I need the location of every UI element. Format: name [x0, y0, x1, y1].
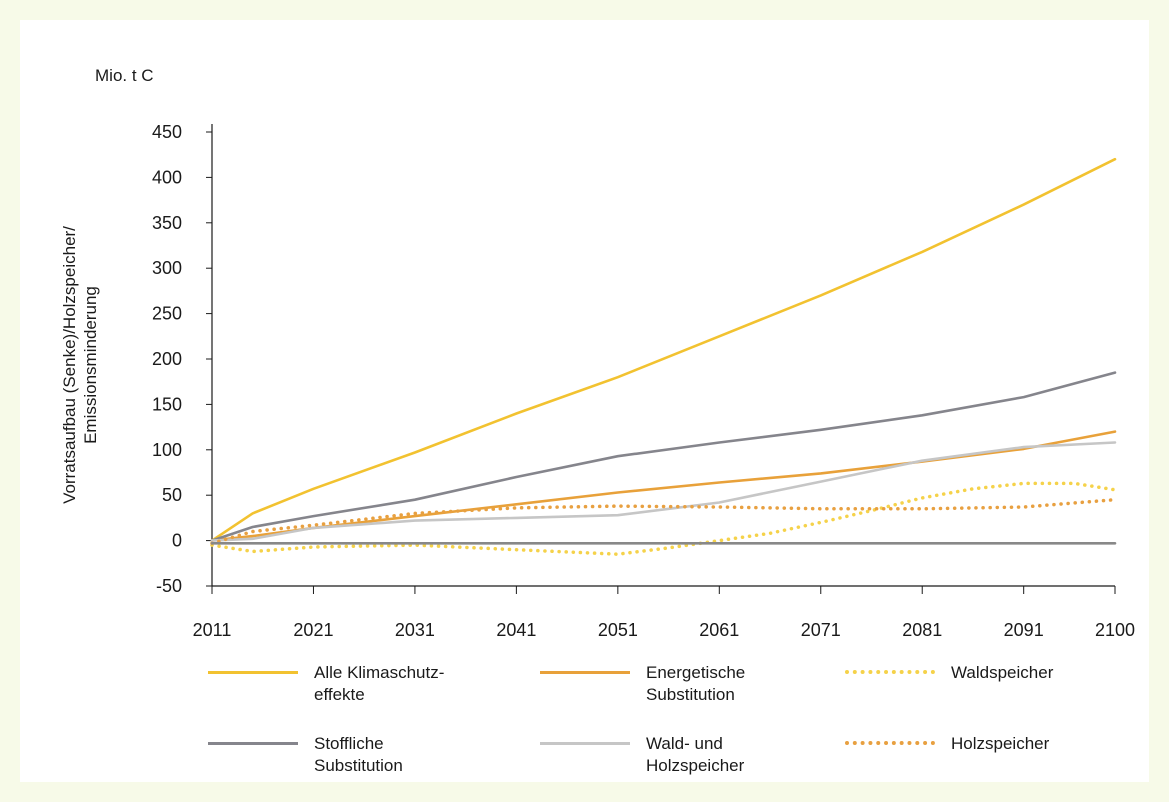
x-tick-label: 2091 — [1004, 620, 1044, 640]
legend-label: Alle Klimaschutz- effekte — [314, 663, 445, 704]
legend-swatch — [845, 662, 935, 684]
y-tick-label: 150 — [152, 394, 182, 414]
y-tick-label: 200 — [152, 349, 182, 369]
y-unit-label: Mio. t C — [95, 66, 154, 85]
x-tick-label: 2031 — [395, 620, 435, 640]
legend-item-alle-klimaschutzeffekte: Alle Klimaschutz- effekte — [208, 662, 464, 706]
legend-swatch — [208, 733, 298, 755]
x-tick-label: 2011 — [193, 620, 232, 640]
legend-swatch — [208, 662, 298, 684]
y-tick-label: 100 — [152, 440, 182, 460]
y-tick-label: 250 — [152, 304, 182, 324]
y-tick-label: 450 — [152, 122, 182, 142]
chart-panel — [20, 20, 1149, 782]
series-line-stoffliche-substitution — [210, 371, 1117, 542]
legend-item-holzspeicher: Holzspeicher — [845, 733, 1101, 755]
legend-label: Stoffliche Substitution — [314, 734, 403, 775]
series-line-wald-und-holzspeicher — [210, 441, 1117, 542]
x-tick-label: 2100 — [1095, 620, 1135, 640]
legend-label: Holzspeicher — [951, 734, 1050, 753]
legend-item-waldspeicher: Waldspeicher — [845, 662, 1101, 684]
x-tick-label: 2081 — [902, 620, 942, 640]
legend-item-wald-und-holzspeicher: Wald- und Holzspeicher — [540, 733, 796, 777]
legend-item-stoffliche-substitution: Stoffliche Substitution — [208, 733, 464, 777]
y-tick-label: 350 — [152, 213, 182, 233]
legend-item-energetische-substitution: Energetische Substitution — [540, 662, 796, 706]
x-tick-label: 2071 — [801, 620, 841, 640]
legend-label: Waldspeicher — [951, 663, 1054, 682]
x-tick-label: 2041 — [496, 620, 536, 640]
series-line-waldspeicher — [210, 481, 1117, 556]
legend-swatch — [540, 733, 630, 755]
series-line-alle-klimaschutz-effekte — [210, 157, 1117, 542]
y-tick-label: 400 — [152, 167, 182, 187]
y-tick-label: 300 — [152, 258, 182, 278]
x-tick-label: 2021 — [293, 620, 333, 640]
legend-swatch — [540, 662, 630, 684]
legend-swatch — [845, 733, 935, 755]
y-tick-label: 0 — [172, 531, 182, 551]
y-tick-label: -50 — [156, 576, 182, 596]
y-tick-label: 50 — [162, 485, 182, 505]
legend-label: Energetische Substitution — [646, 663, 746, 704]
legend-label: Wald- und Holzspeicher — [646, 734, 745, 775]
series-line-holzspeicher — [210, 497, 1117, 546]
x-tick-label: 2061 — [699, 620, 739, 640]
x-tick-label: 2051 — [598, 620, 638, 640]
